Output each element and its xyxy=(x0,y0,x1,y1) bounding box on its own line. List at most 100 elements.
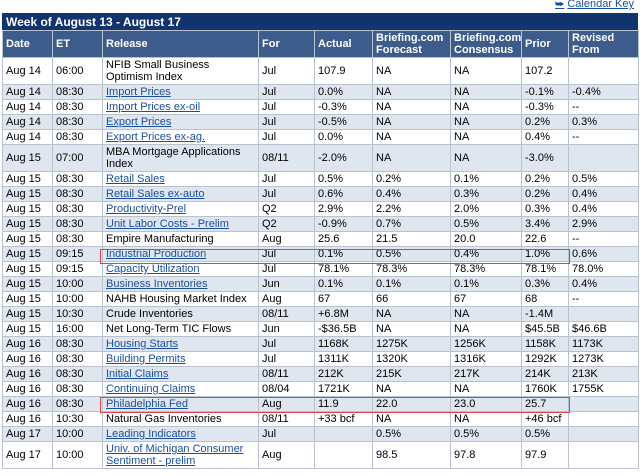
actual-cell: 212K xyxy=(314,366,373,382)
release-cell: Business Inventories xyxy=(102,276,259,292)
date-cell: Aug 17 xyxy=(2,426,53,442)
et-cell: 09:15 xyxy=(52,261,103,277)
release-cell: Import Prices xyxy=(102,84,259,100)
col-header-for: For xyxy=(258,30,315,58)
et-cell: 08:30 xyxy=(52,366,103,382)
col-header-et: ET xyxy=(52,30,103,58)
forecast-cell: 21.5 xyxy=(372,231,451,247)
consensus-cell: NA xyxy=(450,84,522,100)
release-link[interactable]: Unit Labor Costs - Prelim xyxy=(106,218,229,230)
consensus-cell: 0.5% xyxy=(450,216,522,232)
release-cell: Export Prices xyxy=(102,114,259,130)
date-cell: Aug 15 xyxy=(2,246,53,262)
actual-cell: +33 bcf xyxy=(314,411,373,427)
for-cell: Jul xyxy=(258,246,315,262)
release-cell: Capacity Utilization xyxy=(102,261,259,277)
release-cell: Continuing Claims xyxy=(102,381,259,397)
release-link[interactable]: Continuing Claims xyxy=(106,383,196,395)
consensus-cell: 20.0 xyxy=(450,231,522,247)
forecast-cell: NA xyxy=(372,411,451,427)
prior-cell: $45.5B xyxy=(521,321,569,337)
revised-cell: 0.6% xyxy=(568,246,639,262)
table-row: Aug 17 10:00 Leading Indicators Jul 0.5% 0.5%… xyxy=(2,426,639,442)
et-cell: 10:00 xyxy=(52,426,103,442)
release-link[interactable]: Leading Indicators xyxy=(106,428,196,440)
forecast-cell: 0.5% xyxy=(372,246,451,262)
table-row: Aug 14 06:00 NFIB Small Business Optimism … xyxy=(2,57,639,85)
et-cell: 08:30 xyxy=(52,99,103,115)
for-cell: Q2 xyxy=(258,216,315,232)
date-cell: Aug 15 xyxy=(2,144,53,172)
release-link[interactable]: Export Prices xyxy=(106,116,172,128)
release-cell: Leading Indicators xyxy=(102,426,259,442)
revised-cell: 1173K xyxy=(568,336,639,352)
arrow-icon: ⮩ xyxy=(555,0,565,10)
release-link[interactable]: Philadelphia Fed xyxy=(106,398,188,410)
consensus-cell: NA xyxy=(450,321,522,337)
forecast-cell: NA xyxy=(372,114,451,130)
calendar-key-link[interactable]: ⮩ Calendar Key xyxy=(555,0,634,10)
forecast-cell: 1275K xyxy=(372,336,451,352)
table-row: Aug 15 08:30 Unit Labor Costs - Prelim Q2 -0… xyxy=(2,216,639,232)
revised-cell: -- xyxy=(568,99,639,115)
consensus-cell: 0.5% xyxy=(450,426,522,442)
release-link[interactable]: Productivity-Prel xyxy=(106,203,187,215)
et-cell: 08:30 xyxy=(52,84,103,100)
table-row: Aug 14 08:30 Import Prices Jul 0.0% NA NA -0.1%… xyxy=(2,84,639,100)
consensus-cell: NA xyxy=(450,114,522,130)
for-cell: Jul xyxy=(258,351,315,367)
prior-cell: 214K xyxy=(521,366,569,382)
actual-cell xyxy=(314,426,373,442)
consensus-cell: 97.8 xyxy=(450,441,522,469)
for-cell: Jun xyxy=(258,321,315,337)
for-cell: Jul xyxy=(258,426,315,442)
prior-cell: 0.5% xyxy=(521,426,569,442)
release-link[interactable]: Business Inventories xyxy=(106,278,208,290)
release-link[interactable]: Retail Sales ex-auto xyxy=(106,188,205,200)
forecast-cell: 0.5% xyxy=(372,426,451,442)
release-cell: Industrial Production xyxy=(102,246,259,262)
release-link[interactable]: Import Prices xyxy=(106,86,171,98)
table-row: Aug 15 08:30 Retail Sales Jul 0.5% 0.2% 0.1% 0.… xyxy=(2,171,639,187)
revised-cell: 78.0% xyxy=(568,261,639,277)
revised-cell: 1273K xyxy=(568,351,639,367)
release-link[interactable]: Capacity Utilization xyxy=(106,263,200,275)
prior-cell: -0.3% xyxy=(521,99,569,115)
actual-cell: 0.1% xyxy=(314,246,373,262)
release-link[interactable]: Export Prices ex-ag. xyxy=(106,131,206,143)
revised-cell xyxy=(568,57,639,85)
actual-cell: 25.6 xyxy=(314,231,373,247)
consensus-cell: NA xyxy=(450,381,522,397)
date-cell: Aug 15 xyxy=(2,186,53,202)
release-link[interactable]: Univ. of Michigan Consumer Sentiment - p… xyxy=(106,443,244,467)
release-link[interactable]: Retail Sales xyxy=(106,173,165,185)
forecast-cell: 0.7% xyxy=(372,216,451,232)
release-link[interactable]: Industrial Production xyxy=(106,248,207,260)
date-cell: Aug 14 xyxy=(2,129,53,145)
consensus-cell: 1316K xyxy=(450,351,522,367)
actual-cell: +6.8M xyxy=(314,306,373,322)
release-cell: Housing Starts xyxy=(102,336,259,352)
date-cell: Aug 15 xyxy=(2,291,53,307)
release-cell: Unit Labor Costs - Prelim xyxy=(102,216,259,232)
table-row: Aug 15 10:00 Business Inventories Jun 0.1% 0.… xyxy=(2,276,639,292)
revised-cell: 1755K xyxy=(568,381,639,397)
actual-cell xyxy=(314,441,373,469)
release-link[interactable]: Initial Claims xyxy=(106,368,169,380)
table-row: Aug 16 08:30 Housing Starts Jul 1168K 1275K 12… xyxy=(2,336,639,352)
consensus-cell: 1256K xyxy=(450,336,522,352)
actual-cell: 0.0% xyxy=(314,84,373,100)
prior-cell: 97.9 xyxy=(521,441,569,469)
release-link[interactable]: Building Permits xyxy=(106,353,186,365)
forecast-cell: 0.1% xyxy=(372,276,451,292)
prior-cell: 25.7 xyxy=(521,396,569,412)
release-link[interactable]: Import Prices ex-oil xyxy=(106,101,201,113)
revised-cell: 0.3% xyxy=(568,114,639,130)
week-title: Week of August 13 - August 17 xyxy=(2,13,638,30)
et-cell: 10:30 xyxy=(52,411,103,427)
release-link[interactable]: Housing Starts xyxy=(106,338,179,350)
release-cell: Empire Manufacturing xyxy=(102,231,259,247)
consensus-cell: 0.1% xyxy=(450,276,522,292)
et-cell: 08:30 xyxy=(52,381,103,397)
et-cell: 08:30 xyxy=(52,336,103,352)
